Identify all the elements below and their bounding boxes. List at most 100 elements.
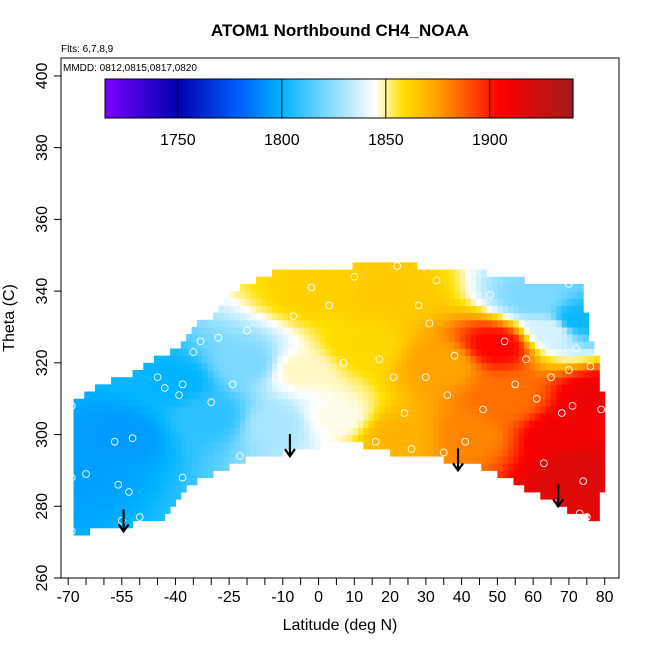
colorbar-segment: [420, 79, 426, 118]
colorbar-segment: [159, 79, 165, 118]
field-cell: [497, 305, 504, 314]
field-cell: [449, 283, 455, 292]
field-cell: [593, 377, 600, 385]
field-cell: [513, 334, 520, 342]
field-cell: [78, 427, 85, 436]
field-cell: [78, 499, 85, 507]
field-cell: [459, 398, 466, 407]
field-cell: [84, 513, 91, 522]
field-cell: [341, 269, 348, 278]
tropopause-arrow: [284, 434, 296, 458]
field-cell: [191, 441, 198, 450]
field-cell: [207, 384, 214, 393]
field-cell: [320, 370, 327, 378]
field-cell: [438, 434, 445, 443]
field-cell: [239, 326, 246, 335]
field-cell: [266, 276, 273, 285]
field-cell: [277, 420, 284, 428]
field-cell: [175, 441, 182, 450]
field-cell: [583, 348, 590, 357]
field-cell: [164, 413, 171, 421]
colorbar-segment: [241, 79, 246, 118]
field-cell: [148, 491, 155, 500]
field-cell: [250, 291, 257, 299]
field-cell: [100, 520, 107, 529]
field-cell: [218, 348, 225, 357]
sample-point: [586, 362, 595, 371]
field-cell: [551, 348, 557, 357]
field-cell: [475, 276, 482, 285]
field-cell: [121, 477, 128, 486]
field-cell: [266, 434, 273, 443]
field-cell: [94, 513, 101, 522]
colorbar-segment: [370, 79, 375, 118]
field-cell: [534, 413, 541, 421]
field-cell: [89, 456, 96, 464]
field-cell: [567, 341, 573, 349]
field-cell: [567, 470, 573, 479]
field-cell: [223, 334, 230, 342]
field-cell: [180, 427, 187, 436]
field-cell: [422, 298, 429, 306]
field-cell: [492, 441, 498, 450]
sample-point: [371, 437, 380, 446]
field-cell: [186, 355, 193, 364]
field-cell: [250, 441, 257, 450]
field-cell: [400, 398, 407, 407]
field-cell: [304, 298, 311, 306]
field-cell: [218, 334, 225, 342]
field-cell: [288, 384, 294, 393]
field-cell: [438, 276, 445, 285]
field-cell: [599, 456, 606, 464]
field-cell: [229, 355, 235, 364]
field-cell: [293, 334, 300, 342]
field-cell: [325, 370, 332, 378]
colorbar-segment: [315, 79, 321, 118]
field-cell: [127, 398, 134, 407]
colorbar-segment: [522, 79, 527, 118]
field-cell: [518, 326, 525, 335]
field-cell: [540, 348, 547, 357]
field-cell: [314, 269, 321, 278]
field-cell: [121, 427, 128, 436]
field-cell: [529, 319, 536, 328]
field-cell: [132, 427, 139, 436]
field-cell: [459, 341, 466, 349]
field-cell: [239, 441, 246, 450]
field-cell: [551, 477, 557, 486]
field-cell: [438, 319, 445, 328]
field-cell: [567, 283, 573, 292]
field-cell: [159, 456, 166, 464]
field-cell: [470, 355, 477, 364]
field-cell: [508, 326, 514, 335]
field-cell: [196, 362, 203, 371]
field-cell: [180, 456, 187, 464]
field-cell: [583, 319, 590, 328]
field-cell: [159, 398, 166, 407]
x-tick-label: 70: [560, 589, 578, 606]
field-cell: [529, 398, 536, 407]
field-cell: [593, 427, 600, 436]
field-cell: [336, 326, 343, 335]
field-cell: [368, 434, 375, 443]
sample-point: [486, 290, 495, 299]
field-cell: [78, 456, 85, 464]
field-cell: [513, 348, 520, 357]
field-cell: [524, 283, 531, 292]
field-cell: [411, 291, 418, 299]
field-cell: [427, 384, 434, 393]
field-cell: [218, 463, 225, 471]
field-cell: [561, 477, 568, 486]
y-tick-label: 340: [34, 278, 51, 305]
field-cell: [545, 441, 552, 450]
field-cell: [357, 262, 364, 271]
field-cell: [363, 283, 370, 292]
field-cell: [465, 441, 472, 450]
field-cell: [277, 413, 284, 421]
field-cell: [84, 491, 91, 500]
field-cell: [363, 420, 370, 428]
field-cell: [481, 312, 488, 321]
field-cell: [465, 405, 472, 414]
field-cell: [551, 470, 557, 479]
field-cell: [293, 312, 300, 321]
